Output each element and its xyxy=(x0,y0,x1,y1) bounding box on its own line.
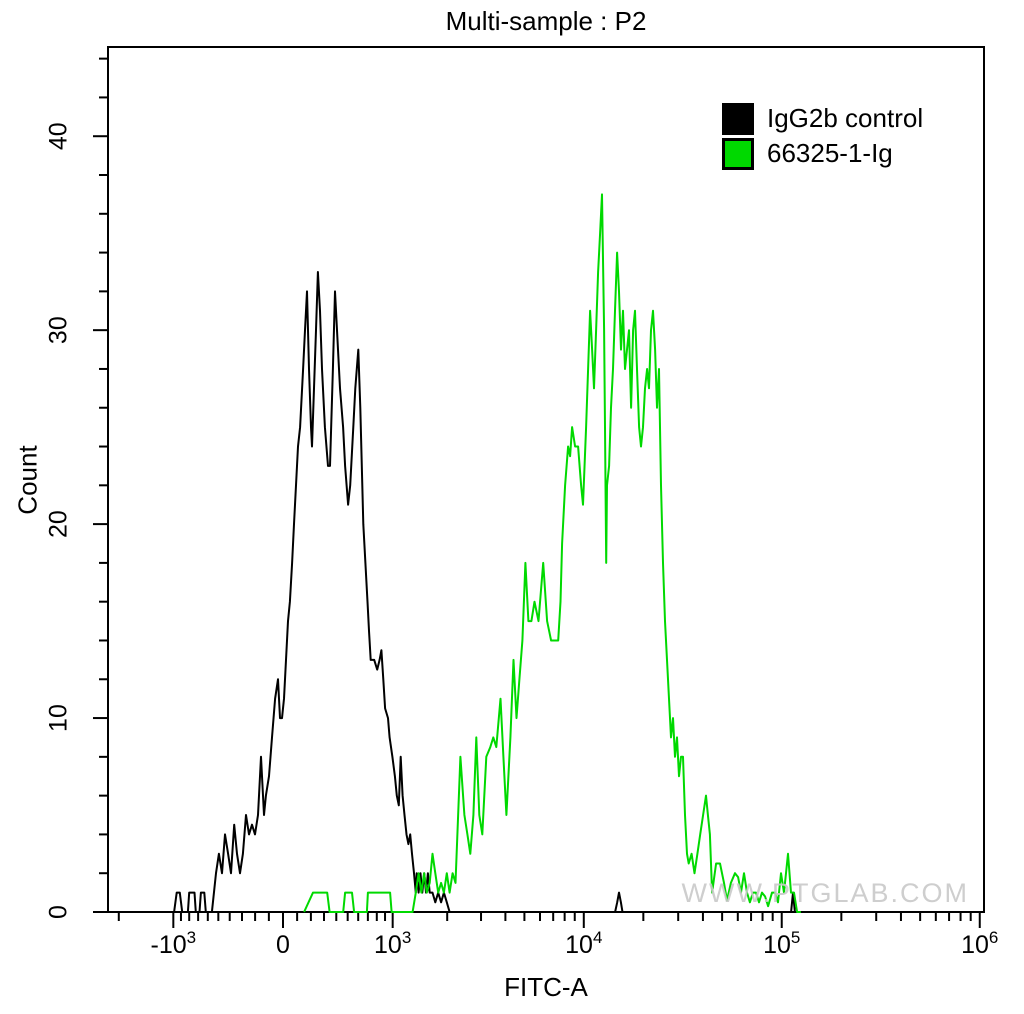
y-tick-label: 20 xyxy=(45,510,73,538)
x-tick-label: 106 xyxy=(961,928,998,959)
watermark-text: WWW.PTGLAB.COM xyxy=(682,878,970,908)
antibody-histogram-trace xyxy=(303,193,801,913)
legend-row-antibody: 66325-1-Ig xyxy=(722,136,923,171)
legend-swatch-antibody xyxy=(722,137,754,170)
legend-swatch-control xyxy=(722,102,754,135)
x-tick-label: 0 xyxy=(276,931,290,959)
plot-border xyxy=(107,46,985,913)
y-axis-label: Count xyxy=(12,445,43,515)
y-tick-label: 30 xyxy=(45,316,73,344)
legend-label-antibody: 66325-1-Ig xyxy=(767,138,893,168)
x-tick-label: 103 xyxy=(374,928,411,959)
legend-label-control: IgG2b control xyxy=(767,103,924,133)
y-tick-label: 0 xyxy=(45,905,73,919)
x-tick-label: -103 xyxy=(151,928,197,959)
legend-row-control: IgG2b control xyxy=(722,101,923,136)
y-tick-label: 10 xyxy=(45,704,73,732)
legend: IgG2b control 66325-1-Ig xyxy=(722,101,923,171)
x-tick-label: 105 xyxy=(763,928,800,959)
y-tick-label: 40 xyxy=(45,122,73,150)
x-tick-label: 104 xyxy=(565,928,602,959)
control-histogram-trace xyxy=(108,271,984,913)
chart-title: Multi-sample : P2 xyxy=(445,6,647,36)
x-axis-label: FITC-A xyxy=(504,972,588,1002)
